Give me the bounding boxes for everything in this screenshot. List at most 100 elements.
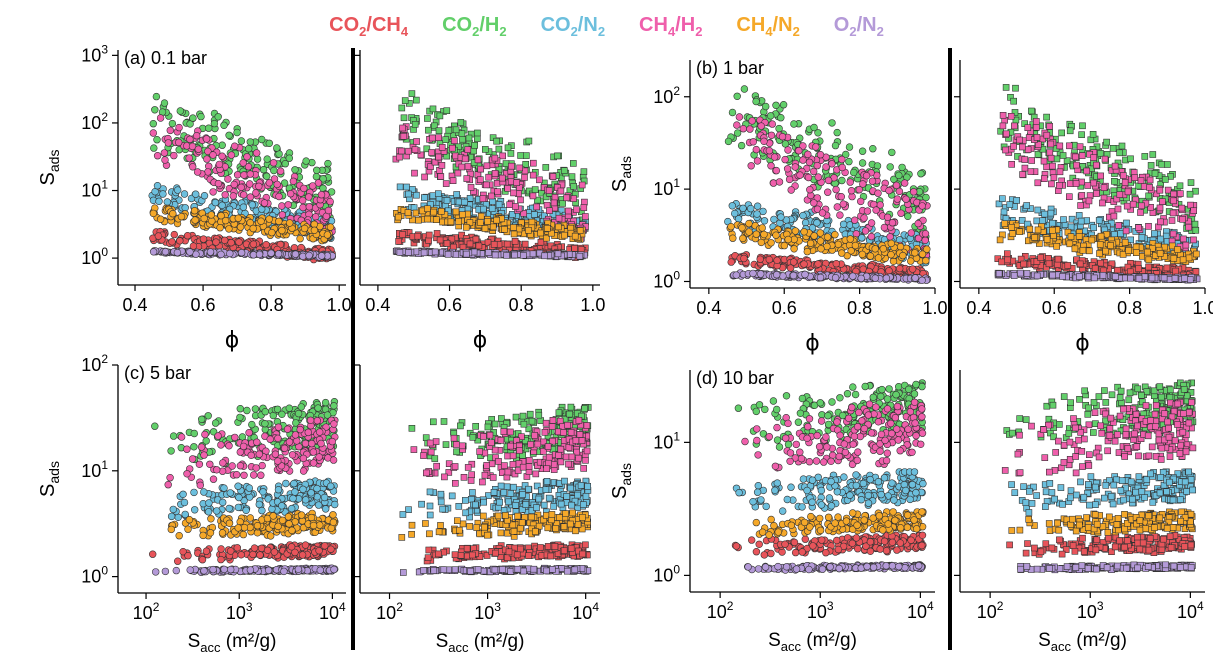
data-point — [285, 404, 293, 412]
data-point — [273, 144, 281, 152]
data-point — [749, 138, 757, 146]
data-point — [1034, 206, 1042, 214]
data-point — [237, 551, 245, 559]
data-point — [801, 270, 809, 279]
data-point — [198, 555, 207, 564]
data-point — [1162, 232, 1170, 240]
data-point — [415, 216, 422, 224]
data-point — [1090, 224, 1097, 231]
data-point — [1024, 124, 1032, 131]
data-point — [838, 176, 846, 185]
y-axis-label: Sads — [37, 150, 62, 186]
data-point — [405, 190, 412, 198]
data-point — [767, 131, 776, 140]
data-point — [999, 122, 1007, 130]
data-point — [263, 172, 271, 181]
data-point — [1177, 190, 1184, 197]
data-point — [529, 171, 537, 179]
data-point — [737, 141, 746, 150]
data-point — [166, 474, 174, 482]
data-point — [1144, 248, 1151, 256]
data-point — [1078, 131, 1085, 138]
data-point — [435, 134, 443, 141]
data-point — [156, 114, 165, 122]
data-point — [1174, 246, 1181, 253]
data-point — [211, 419, 220, 427]
data-point — [226, 489, 235, 497]
data-point — [1078, 152, 1086, 159]
data-point — [270, 548, 279, 556]
x-tick-label: 0.6 — [772, 298, 797, 318]
data-point — [160, 99, 169, 107]
data-point — [499, 152, 507, 160]
data-point — [258, 135, 266, 144]
data-point — [874, 189, 882, 197]
data-point — [521, 174, 528, 181]
data-point — [218, 201, 226, 210]
data-point — [530, 211, 538, 218]
data-point — [1186, 190, 1194, 198]
data-point — [476, 176, 484, 183]
data-point — [544, 225, 551, 232]
data-point — [246, 170, 255, 178]
data-point — [166, 126, 175, 135]
data-point — [899, 251, 907, 260]
data-point — [236, 413, 244, 422]
data-point — [1124, 188, 1132, 196]
data-point — [209, 151, 217, 159]
data-point — [310, 226, 319, 235]
data-point — [1172, 267, 1179, 275]
data-point — [1163, 264, 1171, 272]
data-point — [1066, 180, 1074, 187]
data-point — [772, 271, 781, 279]
data-point — [1096, 241, 1104, 248]
data-point — [1047, 209, 1055, 217]
data-point — [775, 178, 784, 186]
data-point — [1071, 245, 1079, 253]
data-point — [1116, 149, 1123, 157]
data-point — [200, 192, 209, 200]
data-point — [503, 240, 511, 248]
data-point — [211, 198, 220, 207]
data-point — [275, 192, 283, 201]
data-point — [488, 205, 496, 212]
data-point — [169, 210, 177, 218]
data-point — [149, 550, 157, 558]
data-point — [1114, 205, 1122, 213]
data-point — [529, 250, 537, 258]
data-point — [806, 186, 814, 194]
data-point — [192, 190, 200, 198]
legend-item-co2-n2: CO2/N2 — [540, 13, 606, 39]
data-point — [437, 208, 445, 215]
data-point — [309, 182, 317, 190]
data-point — [804, 150, 812, 159]
data-point — [204, 508, 213, 516]
data-point — [411, 146, 419, 153]
data-point — [451, 137, 458, 144]
data-point — [323, 231, 332, 239]
data-point — [822, 163, 830, 171]
data-point — [236, 405, 245, 413]
data-point — [491, 154, 499, 162]
data-point — [1034, 226, 1042, 234]
data-point — [1191, 220, 1199, 228]
data-point — [858, 147, 867, 155]
data-point — [300, 184, 308, 193]
data-point — [918, 276, 926, 284]
data-point — [459, 211, 466, 218]
data-point — [249, 550, 257, 559]
data-point — [234, 214, 243, 222]
data-point — [1127, 274, 1134, 282]
data-point — [474, 156, 482, 164]
data-point — [394, 213, 402, 221]
data-point — [908, 265, 917, 273]
data-point — [775, 124, 783, 133]
data-point — [265, 215, 273, 223]
data-point — [1109, 145, 1117, 152]
data-point — [161, 248, 170, 256]
data-point — [790, 120, 798, 128]
data-point — [1133, 249, 1140, 256]
data-point — [280, 179, 289, 187]
data-point — [1059, 152, 1067, 159]
data-point — [1121, 179, 1129, 186]
